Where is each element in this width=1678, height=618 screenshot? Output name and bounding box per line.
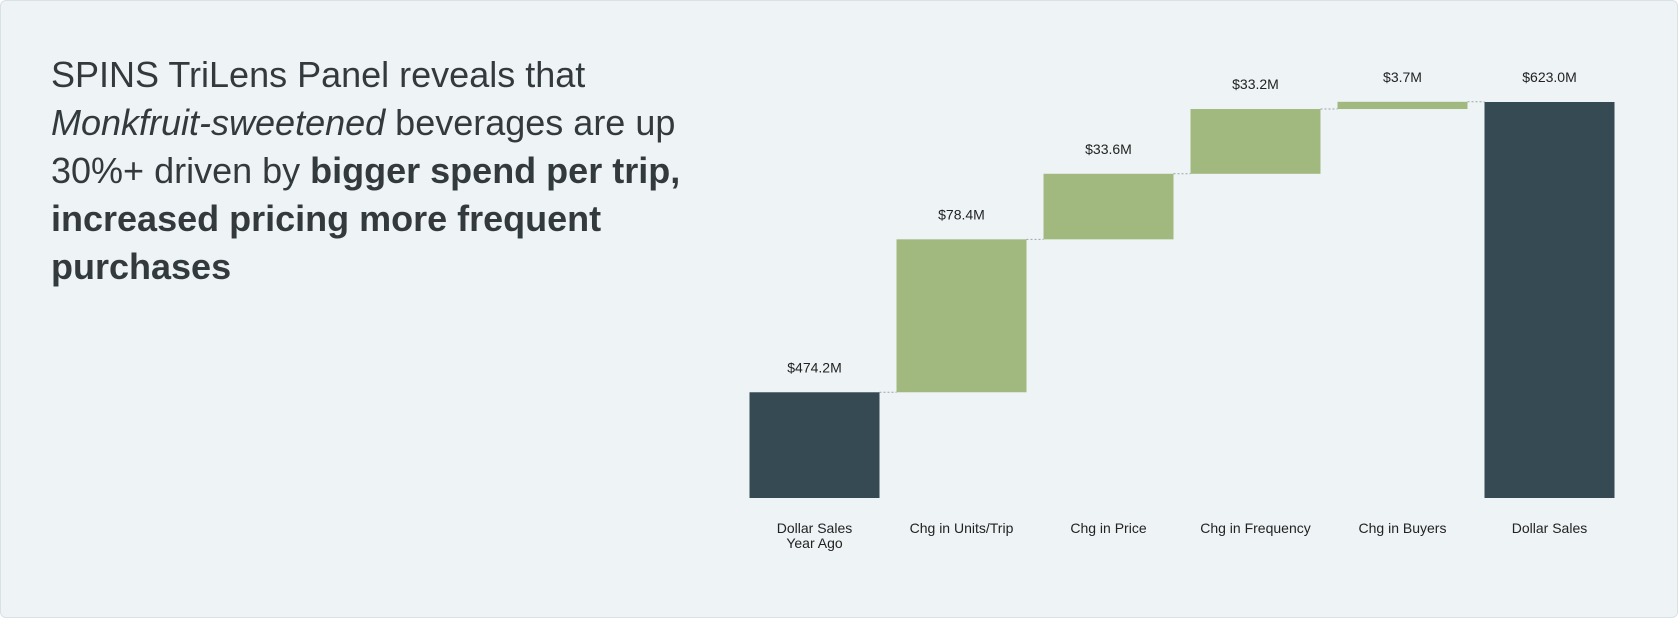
value-label: $33.6M [1085,141,1132,157]
bar [1190,109,1321,174]
bar [896,239,1027,393]
category-label: Dollar Sales Year Ago [776,520,853,551]
headline-part: SPINS TriLens Panel reveals that [51,54,586,95]
bar [749,392,880,498]
value-label: $623.0M [1522,69,1576,85]
category-label: Chg in Buyers [1358,520,1447,536]
value-label: $78.4M [938,206,985,222]
category-label: Chg in Units/Trip [909,520,1014,536]
headline-part: beverages are up 30%+ driven by [51,102,676,191]
value-label: $3.7M [1383,69,1422,85]
bar [1337,101,1468,110]
headline: SPINS TriLens Panel reveals that Monkfru… [51,51,691,291]
category-label: Chg in Price [1070,520,1147,536]
category-label: Chg in Frequency [1200,520,1311,536]
category-label: Dollar Sales [1511,520,1588,536]
bar [1043,173,1174,240]
bar [1484,102,1615,498]
headline-part: Monkfruit-sweetened [51,102,386,143]
value-label: $474.2M [787,359,841,375]
value-label: $33.2M [1232,76,1279,92]
headline-part: bigger spend per trip, increased pricing… [51,150,681,287]
